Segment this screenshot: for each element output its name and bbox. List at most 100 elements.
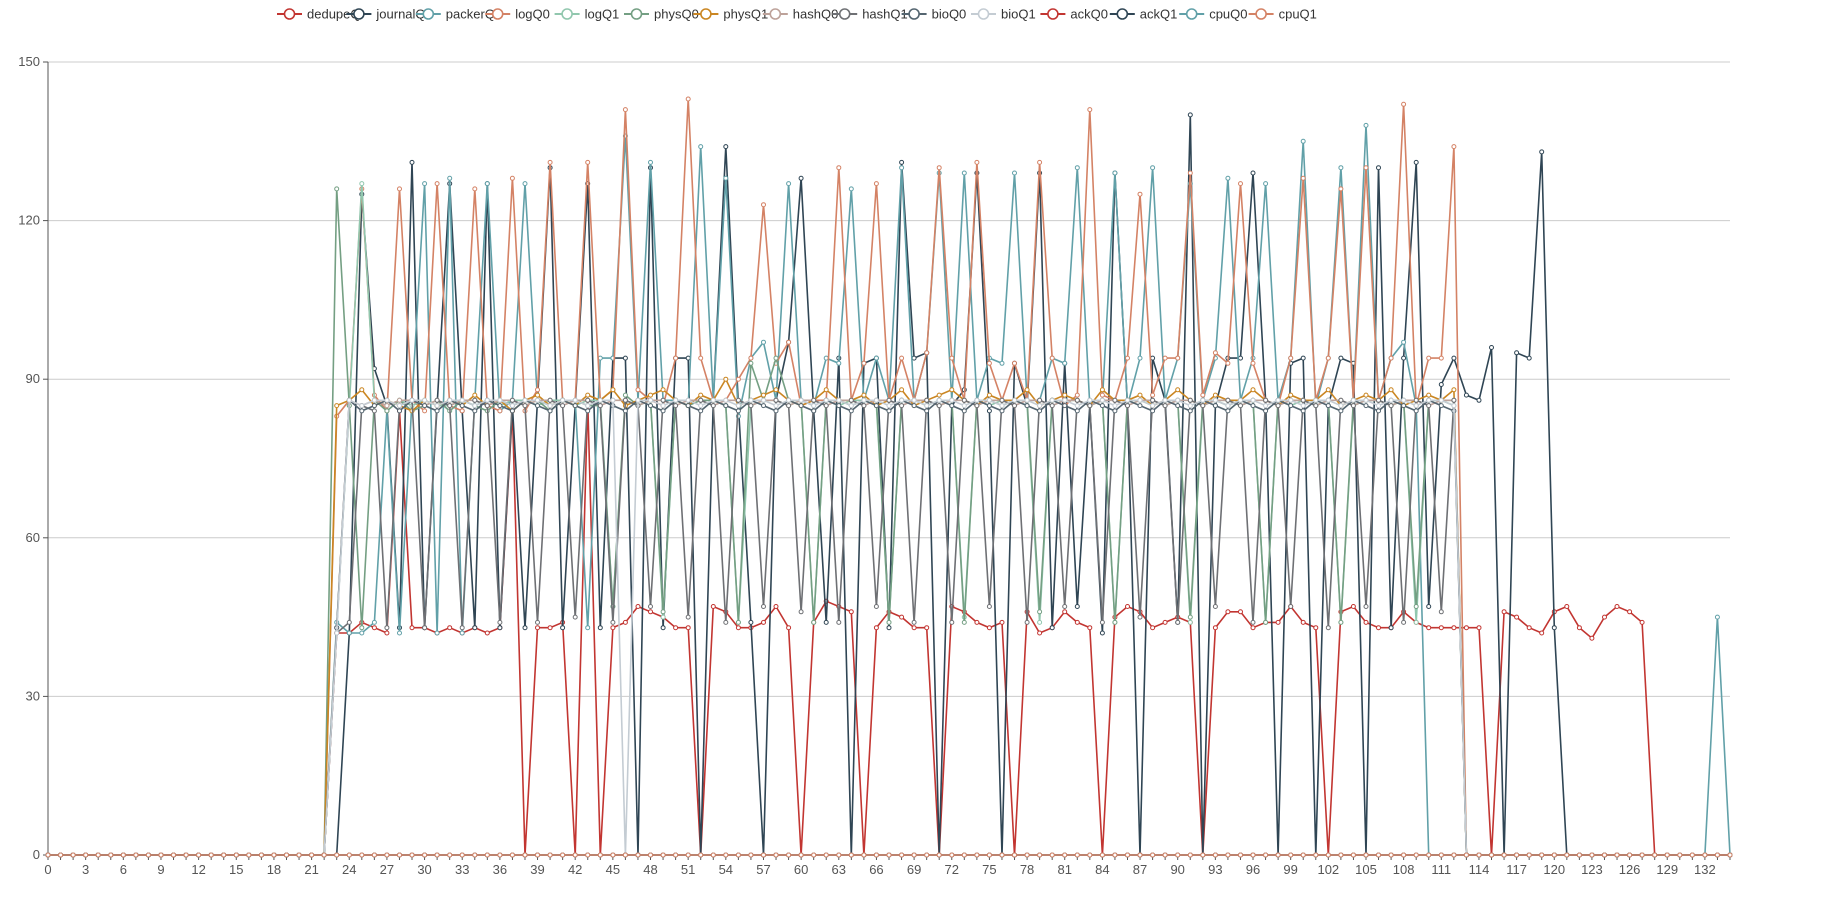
- legend-item-hashQ0[interactable]: hashQ0: [762, 7, 839, 22]
- legend-item-physQ1[interactable]: physQ1: [693, 7, 768, 22]
- data-point-cpuQ1: [384, 852, 390, 858]
- data-point-physQ0: [1187, 614, 1193, 620]
- data-point-bioQ0: [1150, 408, 1156, 414]
- data-point-physQ0: [1037, 609, 1043, 615]
- legend-item-logQ0[interactable]: logQ0: [485, 7, 550, 22]
- data-point-packerQ: [761, 339, 766, 345]
- legend-item-journalQ[interactable]: journalQ: [346, 7, 426, 22]
- data-point-logQ0: [1426, 355, 1432, 361]
- data-point-cpuQ1: [1187, 852, 1193, 858]
- data-point-dedupeQ: [999, 619, 1005, 625]
- data-point-hashQ1: [1212, 604, 1218, 609]
- data-point-cpuQ1: [974, 852, 980, 858]
- data-point-physQ1: [359, 387, 365, 393]
- data-point-journalQ: [899, 159, 905, 165]
- data-point-hashQ1: [547, 397, 553, 403]
- data-point-packerQ: [585, 625, 591, 631]
- data-point-dedupeQ: [1514, 614, 1520, 620]
- y-tick-label: 0: [33, 847, 40, 862]
- legend[interactable]: dedupeQ journalQ packerQ logQ0 logQ1 physQ0 ph…: [277, 7, 1317, 22]
- data-point-bioQ1: [384, 397, 390, 403]
- data-point-cpuQ1: [1200, 852, 1206, 858]
- x-tick-label: 27: [380, 862, 394, 877]
- data-point-dedupeQ: [371, 625, 377, 631]
- data-point-hashQ1: [1300, 397, 1306, 403]
- data-point-cpuQ1: [1099, 852, 1105, 858]
- data-point-bioQ1: [1087, 397, 1093, 403]
- data-point-packerQ: [1225, 175, 1231, 181]
- data-point-physQ0: [961, 619, 967, 625]
- data-point-logQ0: [585, 159, 591, 165]
- data-point-bioQ1: [1350, 397, 1356, 403]
- data-point-hashQ1: [1200, 403, 1206, 409]
- data-point-logQ0: [497, 408, 503, 414]
- data-point-hashQ1: [1162, 403, 1168, 409]
- x-tick-label: 48: [643, 862, 657, 877]
- series-cpuQ1: [45, 852, 1733, 858]
- data-point-logQ0: [509, 175, 515, 181]
- data-point-cpuQ1: [497, 852, 503, 858]
- data-point-hashQ1: [861, 403, 867, 409]
- data-point-cpuQ1: [83, 852, 89, 858]
- data-point-journalQ: [723, 144, 729, 150]
- data-point-bioQ0: [422, 403, 428, 409]
- data-point-cpuQ1: [1300, 852, 1306, 858]
- data-point-logQ0: [1225, 360, 1231, 366]
- data-point-hashQ1: [949, 619, 955, 625]
- data-point-physQ1: [773, 387, 779, 393]
- data-point-physQ0: [1413, 604, 1419, 609]
- legend-item-packerQ[interactable]: packerQ: [415, 7, 495, 22]
- data-point-packerQ: [648, 159, 653, 165]
- x-tick-label: 36: [493, 862, 507, 877]
- data-point-bioQ1: [1413, 403, 1419, 409]
- data-point-logQ0: [1012, 360, 1017, 366]
- data-point-cpuQ1: [723, 852, 729, 858]
- data-point-bioQ0: [886, 408, 892, 414]
- data-point-physQ1: [535, 392, 540, 398]
- legend-swatch-marker: [491, 8, 504, 20]
- data-point-dedupeQ: [1476, 625, 1482, 631]
- data-point-cpuQ1: [911, 852, 917, 858]
- data-point-packerQ: [1137, 355, 1143, 361]
- x-tick-label: 15: [229, 862, 243, 877]
- data-point-hashQ1: [1112, 397, 1118, 403]
- data-point-bioQ1: [1212, 397, 1218, 403]
- legend-item-bioQ0[interactable]: bioQ0: [901, 7, 967, 22]
- legend-item-ackQ0[interactable]: ackQ0: [1040, 7, 1108, 22]
- data-point-bioQ1: [635, 397, 641, 403]
- data-point-bioQ1: [1074, 403, 1080, 409]
- legend-item-bioQ1[interactable]: bioQ1: [971, 7, 1036, 22]
- data-point-bioQ0: [924, 408, 930, 414]
- x-tick-label: 93: [1208, 862, 1222, 877]
- data-point-hashQ1: [610, 619, 616, 625]
- data-point-cpuQ1: [1652, 852, 1658, 858]
- data-point-bioQ1: [949, 397, 955, 403]
- legend-item-cpuQ1[interactable]: cpuQ1: [1248, 7, 1317, 22]
- legend-item-cpuQ0[interactable]: cpuQ0: [1179, 7, 1248, 22]
- data-point-dedupeQ: [1602, 614, 1607, 620]
- data-point-bioQ1: [346, 397, 352, 403]
- data-point-logQ0: [1099, 392, 1105, 398]
- legend-item-physQ0[interactable]: physQ0: [624, 7, 699, 22]
- x-tick-label: 72: [945, 862, 959, 877]
- legend-item-logQ1[interactable]: logQ1: [554, 7, 620, 22]
- data-point-cpuQ1: [1589, 852, 1595, 858]
- data-point-hashQ1: [974, 403, 980, 409]
- data-point-cpuQ1: [1350, 852, 1356, 858]
- x-tick-label: 18: [267, 862, 281, 877]
- data-point-hashQ1: [1175, 619, 1181, 625]
- data-point-cpuQ1: [1727, 852, 1733, 858]
- legend-item-ackQ1[interactable]: ackQ1: [1109, 7, 1178, 22]
- legend-label: bioQ0: [932, 7, 967, 22]
- legend-item-dedupeQ[interactable]: dedupeQ: [277, 7, 361, 22]
- data-point-logQ0: [1150, 392, 1156, 398]
- data-point-bioQ0: [1376, 408, 1381, 414]
- data-point-journalQ: [409, 159, 415, 165]
- legend-swatch-marker: [353, 8, 365, 20]
- legend-item-hashQ1[interactable]: hashQ1: [832, 7, 908, 22]
- data-point-hashQ1: [811, 397, 817, 403]
- data-point-bioQ0: [1175, 403, 1181, 409]
- data-point-hashQ1: [597, 403, 603, 409]
- data-point-bioQ1: [786, 397, 792, 403]
- data-point-logQ0: [673, 355, 679, 361]
